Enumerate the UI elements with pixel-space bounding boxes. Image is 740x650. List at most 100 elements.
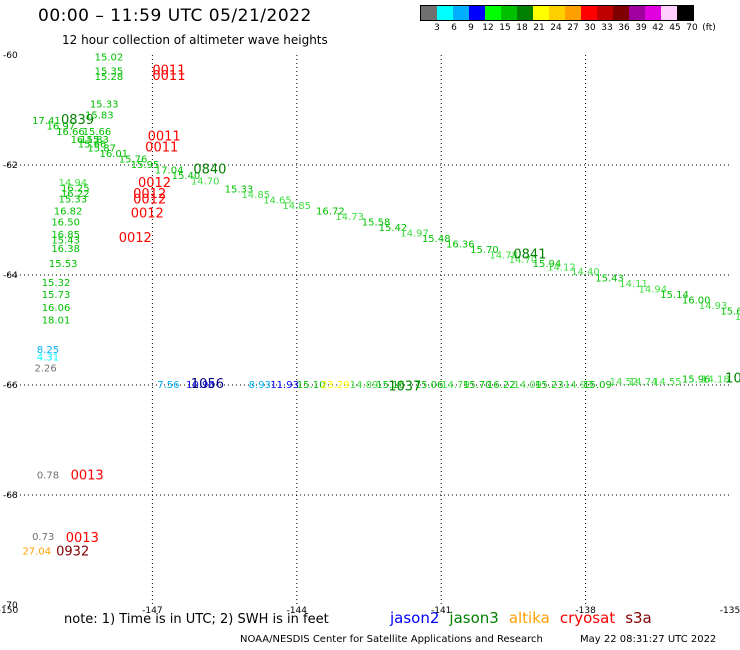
data-point-label: 14.45 bbox=[735, 312, 740, 323]
data-point-label: 15.53 bbox=[49, 259, 78, 270]
time-label: 0012 bbox=[131, 206, 164, 221]
color-swatch bbox=[533, 6, 549, 20]
color-scale-label: 21 bbox=[533, 23, 545, 33]
data-point-label: 15.33 bbox=[90, 99, 119, 110]
chart-title: 00:00 – 11:59 UTC 05/21/2022 bbox=[38, 6, 312, 26]
data-point-label: 15.70 bbox=[470, 245, 499, 256]
time-label: 0011 bbox=[145, 140, 178, 155]
color-swatch bbox=[469, 6, 485, 20]
time-label: 0932 bbox=[56, 545, 89, 560]
color-swatch bbox=[501, 6, 517, 20]
time-label: 0840 bbox=[193, 162, 226, 177]
data-point-label: 15.48 bbox=[422, 234, 451, 245]
color-scale-swatches bbox=[420, 5, 694, 21]
data-point-label: 15.70 bbox=[463, 380, 492, 391]
data-point-label: 14.18 bbox=[701, 374, 730, 385]
y-tick-label: -60 bbox=[3, 51, 18, 61]
data-point-label: 23.29 bbox=[321, 380, 350, 391]
data-point-label: 16.82 bbox=[54, 207, 83, 218]
data-point-label: 16.36 bbox=[446, 240, 475, 251]
data-point-label: 16.25 bbox=[61, 183, 90, 194]
data-point-label: 15.09 bbox=[583, 380, 612, 391]
data-point-label: 16.22 bbox=[61, 189, 90, 200]
data-point-label: 0.78 bbox=[37, 471, 59, 482]
data-point-label: 14.74 bbox=[629, 377, 658, 388]
data-point-label: 14.09 bbox=[513, 380, 542, 391]
time-label: 0011 bbox=[152, 63, 185, 78]
data-point-label: 15.60 bbox=[720, 307, 740, 318]
data-point-label: 15.43 bbox=[51, 236, 80, 247]
time-label: 0012 bbox=[119, 231, 152, 246]
color-scale-label: 42 bbox=[652, 23, 664, 33]
data-point-label: 15.33 bbox=[225, 185, 254, 196]
data-point-label: 14.40 bbox=[571, 267, 600, 278]
satellite-legend-item: altika bbox=[508, 609, 550, 627]
time-label: 10 bbox=[725, 371, 740, 386]
data-point-label: 16.38 bbox=[51, 244, 80, 255]
color-swatch bbox=[629, 6, 645, 20]
color-scale-label: 18 bbox=[516, 23, 528, 33]
x-tick-label: -150 bbox=[0, 606, 18, 616]
color-swatch bbox=[581, 6, 597, 20]
x-tick-label: -147 bbox=[142, 606, 162, 616]
data-point-label: 15.96 bbox=[682, 374, 711, 385]
color-swatch bbox=[485, 6, 501, 20]
data-point-label: 8.25 bbox=[37, 345, 59, 356]
data-point-label: 14.89 bbox=[350, 380, 379, 391]
color-swatch bbox=[421, 6, 437, 20]
data-point-label: 10.96 bbox=[186, 380, 215, 391]
time-label: 1056 bbox=[191, 377, 224, 392]
data-point-label: 15.42 bbox=[379, 223, 408, 234]
data-point-label: 14.65 bbox=[263, 196, 292, 207]
color-swatch bbox=[453, 6, 469, 20]
data-point-label: 18.01 bbox=[42, 315, 71, 326]
data-point-label: 16.66 bbox=[56, 127, 85, 138]
x-tick-label: -135 bbox=[720, 606, 740, 616]
time-label: 0012 bbox=[133, 187, 166, 202]
color-scale-label: 15 bbox=[499, 23, 511, 33]
y-tick-label: -64 bbox=[3, 271, 18, 281]
color-swatch bbox=[565, 6, 581, 20]
footer-credit: NOAA/NESDIS Center for Satellite Applica… bbox=[240, 634, 543, 645]
y-tick-label: -70 bbox=[3, 601, 18, 611]
satellite-legend-item: jason2 bbox=[390, 609, 440, 627]
data-point-label: 15.87 bbox=[87, 143, 116, 154]
time-label: 1037 bbox=[388, 380, 421, 395]
color-swatch bbox=[661, 6, 677, 20]
data-point-label: 15.14 bbox=[660, 290, 689, 301]
data-point-label: 15.02 bbox=[95, 53, 124, 64]
color-swatch bbox=[613, 6, 629, 20]
data-point-label: 2.26 bbox=[34, 363, 56, 374]
color-scale-label: 36 bbox=[618, 23, 630, 33]
time-label: 0011 bbox=[148, 129, 181, 144]
data-point-label: 15.40 bbox=[172, 171, 201, 182]
color-scale-label: 30 bbox=[584, 23, 596, 33]
data-point-label: 15.23 bbox=[535, 380, 564, 391]
data-point-label: 14.70 bbox=[509, 255, 538, 266]
footer-timestamp: May 22 08:31:27 UTC 2022 bbox=[580, 634, 717, 645]
time-label: 0841 bbox=[513, 248, 546, 263]
y-tick-label: -66 bbox=[3, 381, 18, 391]
time-label: 0012 bbox=[133, 193, 166, 208]
color-scale-labels: 3 6 9 12 15 18 21 24 27 30 33 36 39 42 45 70 (ft) bbox=[420, 21, 716, 35]
color-scale-label: 39 bbox=[635, 23, 647, 33]
time-label: 0013 bbox=[66, 531, 99, 546]
data-point-label: 15.94 bbox=[533, 259, 562, 270]
data-point-label: 15.16 bbox=[376, 380, 405, 391]
data-point-label: 7.56 bbox=[157, 380, 179, 391]
data-point-label: 16.85 bbox=[51, 230, 80, 241]
data-point-label: 16.00 bbox=[682, 296, 711, 307]
data-point-label: 14.73 bbox=[335, 212, 364, 223]
data-point-label: 11.93 bbox=[270, 380, 299, 391]
color-swatch bbox=[437, 6, 453, 20]
x-tick-label: -141 bbox=[431, 606, 451, 616]
data-point-label: 16.97 bbox=[47, 121, 76, 132]
time-label: 0012 bbox=[138, 176, 171, 191]
color-scale-label: 27 bbox=[567, 23, 579, 33]
data-point-label: 4.31 bbox=[37, 352, 59, 363]
data-point-label: 14.93 bbox=[699, 301, 728, 312]
data-point-label: 16.50 bbox=[51, 218, 80, 229]
x-tick-label: -144 bbox=[287, 606, 308, 616]
footnote: note: 1) Time is in UTC; 2) SWH is in fe… bbox=[64, 612, 329, 627]
